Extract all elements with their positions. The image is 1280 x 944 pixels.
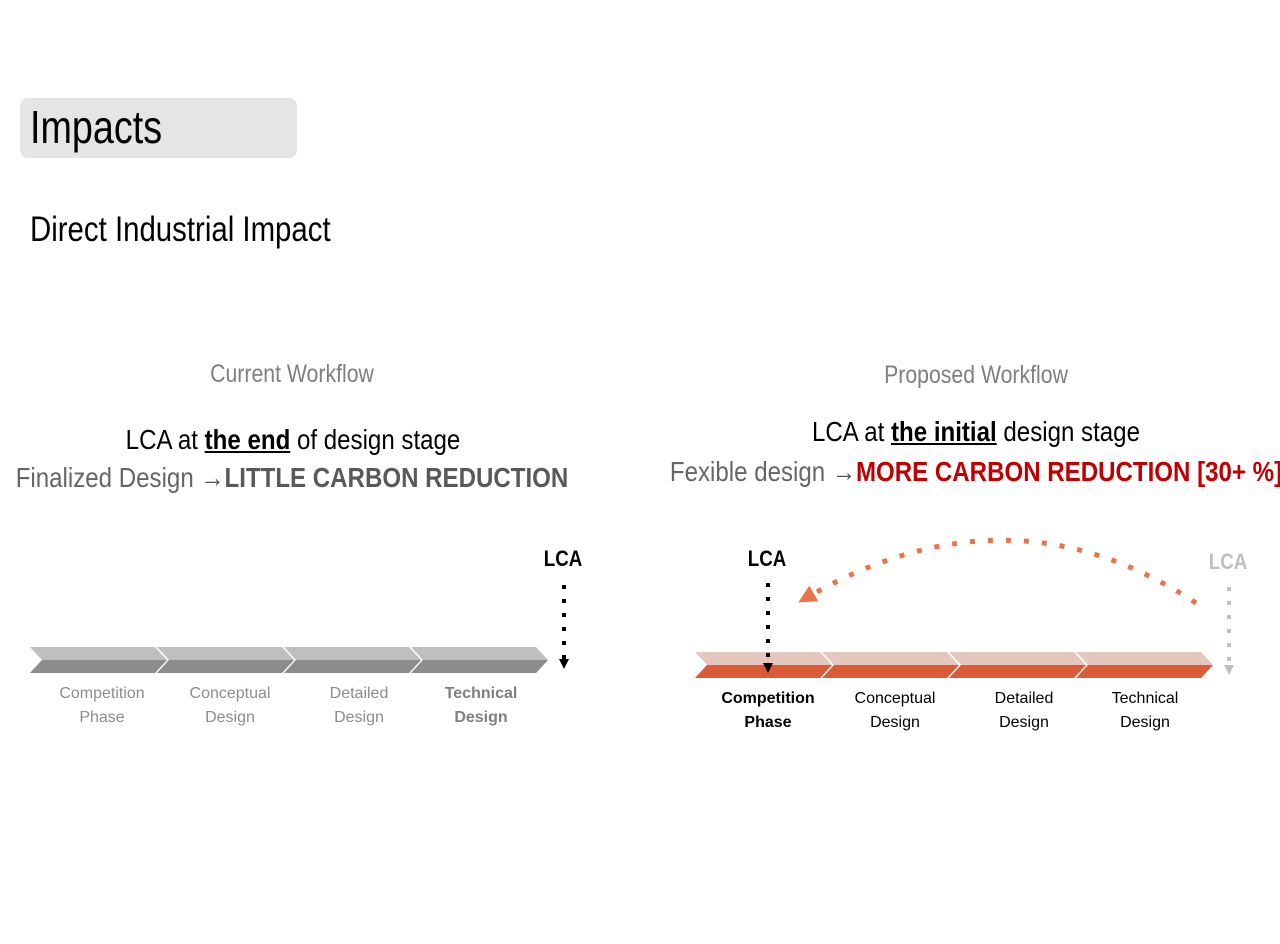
- current-headline-pre: LCA at: [125, 424, 205, 455]
- phase-line1: Conceptual: [189, 685, 271, 702]
- phase-line1: Competition: [721, 690, 815, 707]
- proposed-phase-competition: Competition Phase: [708, 687, 828, 735]
- current-phase-conceptual: Conceptual Design: [170, 682, 290, 730]
- page-subtitle: Direct Industrial Impact: [30, 210, 331, 249]
- proposed-headline-emphasis: the initial: [891, 416, 997, 447]
- proposed-workflow-label: Proposed Workflow: [884, 361, 1068, 389]
- current-effect-lead: Finalized Design: [15, 462, 201, 493]
- current-phase-competition: Competition Phase: [42, 682, 162, 730]
- phase-line2: Design: [870, 714, 920, 731]
- phase-line1: Detailed: [994, 690, 1054, 707]
- phase-line1: Technical: [444, 685, 518, 702]
- phase-line1: Competition: [59, 685, 145, 702]
- proposed-effect-result: MORE CARBON REDUCTION [30+ %]: [855, 456, 1280, 487]
- current-headline-emphasis: the end: [204, 424, 291, 455]
- proposed-band-3: [949, 665, 1086, 678]
- proposed-effect: Fexible design →MORE CARBON REDUCTION [3…: [670, 456, 1280, 488]
- right-arrow-icon: →: [200, 462, 225, 493]
- current-workflow-chevrons: [30, 647, 548, 673]
- proposed-phase-technical: Technical Design: [1085, 687, 1205, 735]
- current-band-2: [157, 660, 294, 673]
- current-lca-label: LCA: [543, 546, 583, 571]
- proposed-lca-faded-label: LCA: [1208, 549, 1248, 574]
- proposed-band-2: [822, 665, 959, 678]
- phase-line1: Conceptual: [854, 690, 936, 707]
- current-effect: Finalized Design →LITTLE CARBON REDUCTIO…: [16, 462, 569, 494]
- phase-line2: Design: [1120, 714, 1170, 731]
- current-headline: LCA at the end of design stage: [126, 424, 461, 456]
- phase-line2: Design: [205, 709, 255, 726]
- current-effect-result: LITTLE CARBON REDUCTION: [224, 462, 569, 493]
- phase-line2: Design: [999, 714, 1049, 731]
- phase-line2: Phase: [744, 714, 792, 731]
- proposed-headline-pre: LCA at: [812, 416, 892, 447]
- current-band-3: [284, 660, 421, 673]
- current-band-4: [411, 660, 548, 673]
- proposed-band-1: [695, 665, 832, 678]
- proposed-headline-post: design stage: [996, 416, 1140, 447]
- phase-line1: Detailed: [329, 685, 389, 702]
- phase-line2: Design: [334, 709, 384, 726]
- shift-lca-curved-arrow: [798, 537, 1198, 606]
- proposed-phase-conceptual: Conceptual Design: [835, 687, 955, 735]
- proposed-phase-detailed: Detailed Design: [964, 687, 1084, 735]
- current-headline-post: of design stage: [290, 424, 461, 455]
- page-title: Impacts: [30, 101, 163, 153]
- proposed-effect-lead: Fexible design: [669, 456, 832, 487]
- phase-line1: Technical: [1111, 690, 1179, 707]
- proposed-band-4: [1076, 665, 1213, 678]
- proposed-lca-active-label: LCA: [747, 546, 787, 571]
- current-phase-detailed: Detailed Design: [299, 682, 419, 730]
- phase-line2: Design: [454, 709, 508, 726]
- proposed-headline: LCA at the initial design stage: [812, 416, 1140, 448]
- proposed-workflow-chevrons: [695, 652, 1213, 678]
- right-arrow-icon: →: [831, 456, 856, 487]
- section-title-box: Impacts: [20, 98, 297, 158]
- current-workflow-label: Current Workflow: [210, 360, 374, 388]
- current-phase-technical: Technical Design: [421, 682, 541, 730]
- current-band-1: [30, 660, 167, 673]
- phase-line2: Phase: [79, 709, 125, 726]
